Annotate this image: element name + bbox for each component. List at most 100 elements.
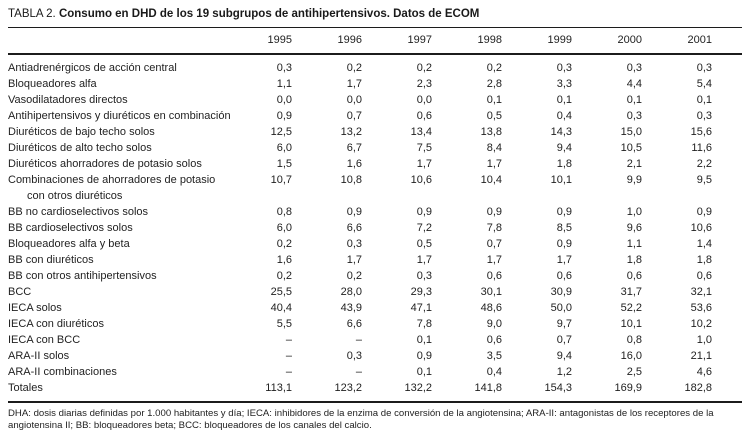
cell-value: 1,4	[696, 237, 712, 250]
cell-value: 0,1	[416, 365, 432, 378]
cell-value: 48,6	[480, 301, 502, 314]
cell-value: 0,8	[626, 333, 642, 346]
cell-value: 0,1	[556, 93, 572, 106]
cell-value: 9,4	[556, 141, 572, 154]
consumption-table: 1995 1996 1997 1998 1999 2000 2001 Antia…	[8, 27, 742, 403]
table-row: BCC 25,5 28,0 29,3 30,1 30,9 31,7 32,1	[8, 284, 742, 300]
cell-value: 123,2	[334, 381, 362, 394]
row-label: ARA-II combinaciones	[8, 365, 117, 378]
cell-value: 0,9	[486, 205, 502, 218]
row-label: Antihipertensivos y diuréticos en combin…	[8, 109, 231, 122]
row-label-continuation: con otros diuréticos	[27, 189, 123, 202]
table-row: BB con diuréticos 1,6 1,7 1,7 1,7 1,7 1,8 1,8	[8, 252, 742, 268]
row-label: Diuréticos ahorradores de potasio solos	[8, 157, 202, 170]
abbreviations-footnote: DHA: dosis diarias definidas por 1.000 h…	[8, 407, 714, 431]
cell-value: 0,3	[696, 109, 712, 122]
cell-value: 0,3	[416, 269, 432, 282]
row-label: ARA-II solos	[8, 349, 70, 362]
cell-value: 0,2	[486, 61, 502, 74]
row-label: BB no cardioselectivos solos	[8, 205, 149, 218]
cell-value: 8,5	[556, 221, 572, 234]
cell-value: 0,3	[696, 61, 712, 74]
cell-value: –	[285, 365, 292, 378]
cell-value: 0,9	[696, 205, 712, 218]
table-page: TABLA 2. Consumo en DHD de los 19 subgru…	[8, 8, 742, 431]
cell-value: 0,6	[626, 269, 642, 282]
table-row: Bloqueadores alfa y beta 0,2 0,3 0,5 0,7 0,9 1…	[8, 236, 742, 252]
table-title: TABLA 2. Consumo en DHD de los 19 subgru…	[8, 8, 742, 21]
table-row: Vasodilatadores directos 0,0 0,0 0,0 0,1 0,1 0…	[8, 92, 742, 108]
cell-value: 4,6	[696, 365, 712, 378]
cell-value: –	[355, 333, 362, 346]
year-header: 2000	[602, 27, 672, 55]
cell-value: 1,7	[486, 253, 502, 266]
cell-value: 0,8	[276, 205, 292, 218]
cell-value: 7,5	[416, 141, 432, 154]
row-label: Bloqueadores alfa y beta	[8, 237, 130, 250]
year-header: 1999	[532, 27, 602, 55]
cell-value: 0,3	[626, 61, 642, 74]
cell-value: 10,5	[620, 141, 642, 154]
cell-value: 0,7	[486, 237, 502, 250]
cell-value: 154,3	[544, 381, 572, 394]
cell-value: 32,1	[690, 285, 712, 298]
cell-value: 1,8	[696, 253, 712, 266]
table-row: Combinaciones de ahorradores de potasio c…	[8, 172, 742, 204]
year-header: 1997	[392, 27, 462, 55]
cell-value: 0,1	[486, 93, 502, 106]
cell-value: 1,6	[346, 157, 362, 170]
cell-value: 16,0	[620, 349, 642, 362]
cell-value: 0,3	[626, 109, 642, 122]
cell-value: 6,0	[276, 141, 292, 154]
table-row: IECA solos 40,4 43,9 47,1 48,6 50,0 52,2 53,6	[8, 300, 742, 316]
table-row: ARA-II solos – 0,3 0,9 3,5 9,4 16,0 21,1	[8, 348, 742, 364]
table-body: Antiadrenérgicos de acción central 0,3 0,2…	[8, 54, 742, 402]
cell-value: 1,2	[556, 365, 572, 378]
cell-value: 11,6	[691, 141, 712, 154]
row-label: Combinaciones de ahorradores de potasio c…	[8, 172, 252, 204]
cell-value: 113,1	[265, 381, 292, 394]
cell-value: 31,7	[620, 285, 642, 298]
cell-value: 6,0	[276, 221, 292, 234]
cell-value: 6,7	[346, 141, 362, 154]
cell-value: 3,3	[556, 77, 572, 90]
cell-value: 1,7	[346, 253, 362, 266]
row-label: BB cardioselectivos solos	[8, 221, 133, 234]
cell-value: 29,3	[410, 285, 432, 298]
cell-value: 0,2	[346, 61, 362, 74]
cell-value: 2,2	[696, 157, 712, 170]
cell-value: 10,1	[620, 317, 642, 330]
cell-value: 30,1	[480, 285, 502, 298]
year-header: 1996	[322, 27, 392, 55]
table-row: Diuréticos ahorradores de potasio solos 1…	[8, 156, 742, 172]
cell-value: 1,8	[626, 253, 642, 266]
cell-value: 1,6	[276, 253, 292, 266]
table-row: BB cardioselectivos solos 6,0 6,6 7,2 7,8 8,5…	[8, 220, 742, 236]
table-row: Diuréticos de alto techo solos 6,0 6,7 7,5 8…	[8, 140, 742, 156]
row-label: BB con diuréticos	[8, 253, 94, 266]
cell-value: 25,5	[270, 285, 292, 298]
cell-value: 7,8	[486, 221, 502, 234]
cell-value: 0,9	[556, 237, 572, 250]
cell-value: 10,6	[690, 221, 712, 234]
cell-value: 10,1	[550, 173, 572, 186]
cell-value: 0,5	[416, 237, 432, 250]
cell-value: 9,9	[626, 173, 642, 186]
table-number: TABLA 2.	[8, 8, 56, 20]
cell-value: 13,4	[410, 125, 432, 138]
cell-value: 0,0	[346, 93, 362, 106]
cell-value: 0,1	[626, 93, 642, 106]
cell-value: 15,6	[690, 125, 712, 138]
cell-value: 1,8	[556, 157, 572, 170]
cell-value: 10,2	[690, 317, 712, 330]
cell-value: 5,4	[696, 77, 712, 90]
table-caption: Consumo en DHD de los 19 subgrupos de an…	[58, 8, 480, 20]
year-header: 1995	[252, 27, 322, 55]
cell-value: 53,6	[690, 301, 712, 314]
row-label: Antiadrenérgicos de acción central	[8, 61, 177, 74]
row-label: Diuréticos de alto techo solos	[8, 141, 152, 154]
cell-value: 0,0	[416, 93, 432, 106]
cell-value: 0,9	[416, 349, 432, 362]
cell-value: 50,0	[550, 301, 572, 314]
row-label: BB con otros antihipertensivos	[8, 269, 157, 282]
